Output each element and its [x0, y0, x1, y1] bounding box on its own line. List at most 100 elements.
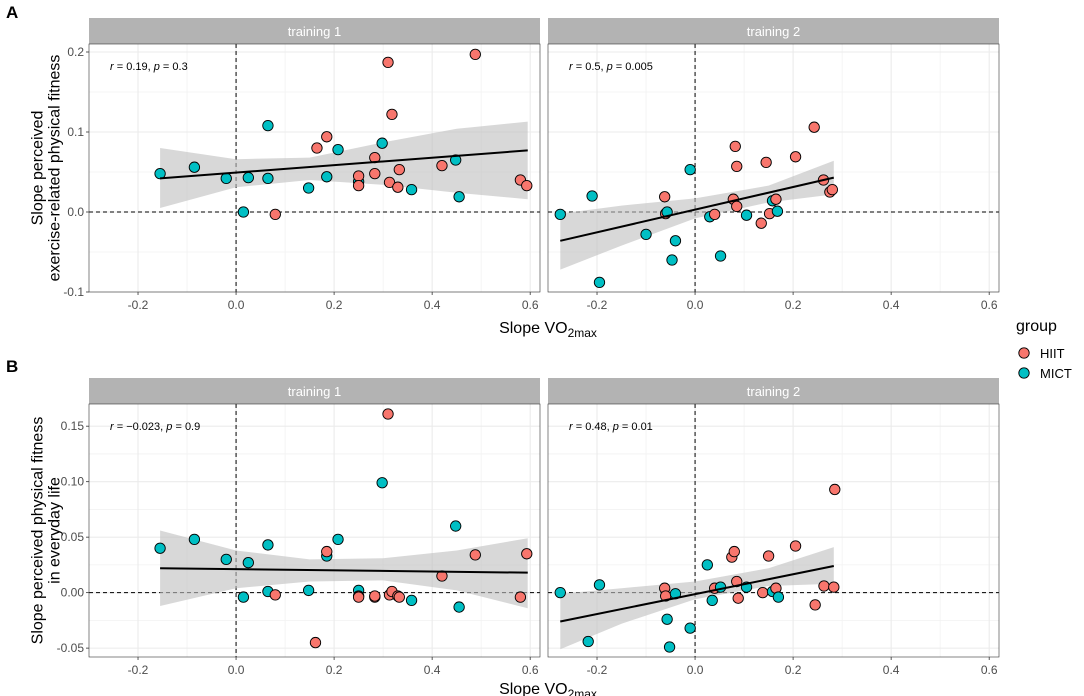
data-point-mict: [772, 591, 785, 603]
data-point-mict: [663, 641, 676, 653]
data-point-hiit: [826, 183, 838, 196]
y-tick-label: 0.15: [61, 419, 85, 433]
annotation-p: p: [153, 61, 160, 73]
data-point-mict: [262, 172, 274, 185]
regression-line: [160, 149, 528, 180]
x-tick-label: 0.0: [228, 663, 245, 677]
annotation-p-value: = 0.01: [619, 421, 653, 433]
data-point-hiit: [386, 108, 398, 121]
legend-key-hiit: [1018, 347, 1030, 359]
data-point-hiit: [521, 179, 533, 192]
facet-strip-label: training 1: [288, 384, 341, 399]
data-point-hiit: [392, 181, 404, 193]
data-point-mict: [640, 228, 652, 241]
facet-strip-label: training 1: [288, 24, 341, 39]
data-point-hiit: [311, 142, 323, 154]
annotation-r-value: = 0.5,: [573, 61, 607, 73]
data-point-mict: [321, 171, 333, 183]
data-point-mict: [262, 119, 274, 132]
annotation-p: p: [612, 421, 619, 433]
data-point-hiit: [789, 151, 802, 163]
data-point-hiit: [731, 200, 743, 213]
data-point-hiit: [469, 549, 481, 561]
y-tick-label: 0.0: [67, 205, 84, 219]
plot-background: [548, 44, 999, 292]
data-point-hiit: [382, 56, 394, 69]
data-point-hiit: [789, 540, 802, 552]
correlation-annotation: r = 0.48, p = 0.01: [569, 421, 653, 433]
data-point-hiit: [731, 160, 743, 173]
data-point-hiit: [762, 550, 775, 562]
annotation-p-value: = 0.005: [613, 61, 653, 73]
data-point-mict: [332, 533, 344, 546]
facet-strip-label: training 2: [747, 24, 800, 39]
correlation-annotation: r = 0.19, p = 0.3: [110, 61, 188, 73]
data-point-hiit: [809, 599, 821, 611]
chart-panel-B: B Slope perceived physical fitnessin ever…: [6, 357, 1000, 696]
data-point-mict: [154, 542, 166, 554]
data-point-mict: [154, 167, 166, 180]
x-tick-label: 0.6: [522, 663, 539, 677]
data-point-hiit: [369, 590, 381, 602]
data-point-mict: [684, 163, 696, 176]
data-point-mict: [376, 477, 388, 489]
regression-line: [560, 176, 835, 242]
data-point-hiit: [728, 545, 740, 558]
y-tick-label: 0.10: [61, 475, 85, 489]
data-point-hiit: [770, 193, 782, 205]
data-point-hiit: [383, 176, 396, 189]
facet-strip: [89, 18, 540, 44]
annotation-r-value: = −0.023,: [114, 421, 167, 433]
x-tick-label: 0.0: [228, 298, 245, 312]
y-axis-title: Slope perceivedexercise-related physical…: [30, 55, 64, 282]
data-point-hiit: [269, 589, 281, 601]
data-point-hiit: [818, 580, 830, 592]
y-tick-label: 0.2: [67, 45, 84, 59]
facet-A-2: training 2 r = 0.5, p = 0.005 -0.2 0.0 0.2 0.…: [547, 18, 1000, 312]
x-tick-label: 0.0: [687, 298, 704, 312]
x-axis-title-sub: 2max: [568, 687, 597, 696]
facet-strip-label: training 2: [747, 384, 800, 399]
data-point-mict: [669, 235, 682, 247]
plot-border: [547, 43, 1000, 293]
data-point-mict: [706, 594, 718, 607]
data-point-hiit: [521, 548, 533, 560]
data-point-hiit: [757, 586, 769, 599]
x-tick-label: 0.6: [522, 298, 539, 312]
data-point-hiit: [659, 191, 671, 203]
annotation-p: p: [606, 61, 613, 73]
plot-border: [88, 43, 541, 293]
y-tick-label: 0.1: [67, 125, 84, 139]
panel-letter: A: [6, 3, 18, 22]
confidence-band: [560, 547, 834, 650]
data-point-mict: [582, 635, 594, 648]
data-point-mict: [450, 520, 462, 532]
confidence-band: [160, 530, 528, 609]
x-tick-label: -0.2: [587, 663, 608, 677]
x-tick-label: 0.2: [326, 663, 343, 677]
data-point-hiit: [309, 636, 322, 649]
annotation-r: r: [569, 61, 574, 73]
data-point-hiit: [382, 408, 394, 420]
data-point-mict: [188, 533, 201, 546]
data-point-mict: [237, 206, 250, 218]
confidence-band: [560, 160, 834, 270]
data-point-mict: [453, 601, 465, 613]
data-point-hiit: [760, 156, 772, 169]
regression-line: [560, 565, 834, 623]
facet-strip: [548, 18, 999, 44]
data-point-hiit: [469, 48, 481, 61]
facet-B-1: training 1 r = −0.023, p = 0.9 -0.2 0.0 0.2 0…: [88, 378, 541, 677]
data-point-mict: [450, 154, 462, 166]
data-point-mict: [453, 191, 465, 203]
annotation-p: p: [165, 421, 172, 433]
data-point-mict: [405, 183, 418, 196]
data-point-mict: [242, 171, 254, 184]
facet-strip: [548, 378, 999, 404]
data-point-mict: [302, 584, 315, 597]
annotation-r: r: [110, 61, 115, 73]
annotation-r-value: = 0.19,: [114, 61, 154, 73]
data-point-mict: [554, 208, 566, 221]
x-tick-label: 0.2: [326, 298, 343, 312]
